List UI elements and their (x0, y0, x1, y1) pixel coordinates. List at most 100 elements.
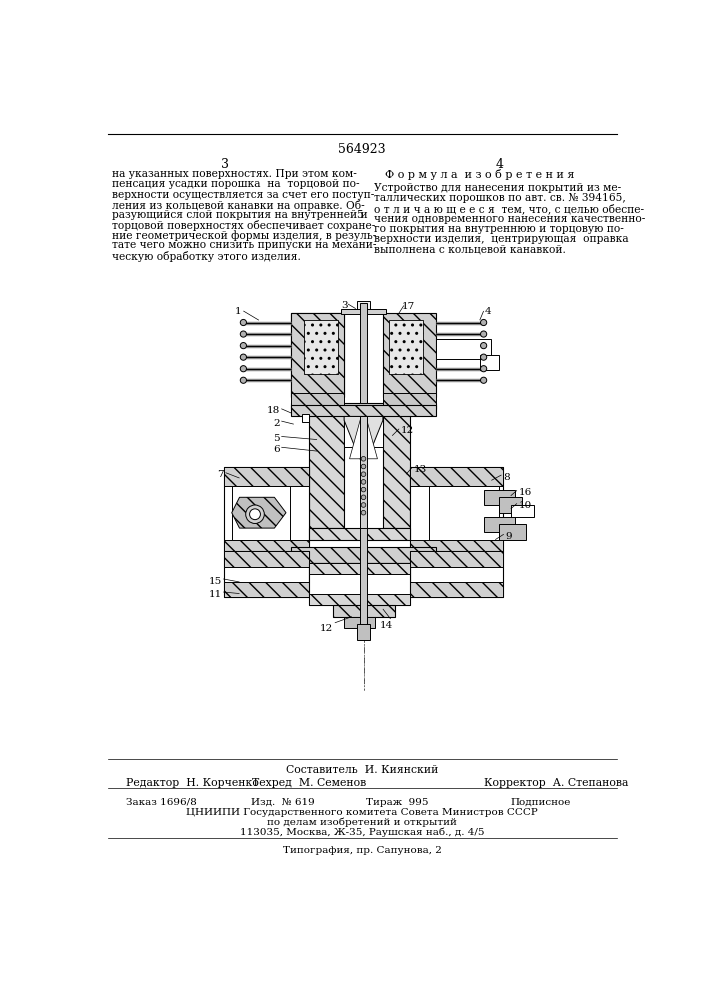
Text: 13: 13 (414, 465, 427, 474)
Text: Составитель  И. Киянский: Составитель И. Киянский (286, 765, 438, 775)
Text: ческую обработку этого изделия.: ческую обработку этого изделия. (112, 251, 300, 262)
Bar (360, 528, 368, 628)
Circle shape (361, 510, 366, 515)
Circle shape (246, 505, 264, 523)
Bar (357, 301, 370, 312)
Polygon shape (410, 551, 503, 597)
Text: 12: 12 (401, 426, 414, 435)
Text: 113035, Москва, Ж-35, Раушская наб., д. 4/5: 113035, Москва, Ж-35, Раушская наб., д. … (240, 828, 484, 837)
Circle shape (250, 509, 260, 520)
Polygon shape (383, 312, 436, 397)
Text: 17: 17 (402, 302, 416, 311)
Text: 5: 5 (273, 434, 280, 443)
Bar (361, 416, 367, 528)
Polygon shape (309, 409, 344, 528)
Polygon shape (510, 505, 534, 517)
Circle shape (481, 319, 486, 326)
Polygon shape (232, 497, 286, 528)
Circle shape (361, 503, 366, 507)
Polygon shape (344, 416, 383, 459)
Polygon shape (309, 594, 410, 605)
Bar (360, 303, 368, 403)
Circle shape (240, 377, 247, 383)
Polygon shape (480, 355, 499, 370)
Text: верхности изделия,  центрирующая  оправка: верхности изделия, центрирующая оправка (373, 234, 629, 244)
Text: ЦНИИПИ Государственного комитета Совета Министров СССР: ЦНИИПИ Государственного комитета Совета … (186, 808, 538, 817)
Polygon shape (499, 497, 522, 513)
Circle shape (481, 343, 486, 349)
Polygon shape (484, 490, 515, 505)
Text: 2: 2 (273, 419, 280, 428)
Circle shape (240, 331, 247, 337)
Polygon shape (291, 312, 344, 324)
Text: 4: 4 (495, 158, 503, 172)
Polygon shape (410, 466, 503, 486)
Polygon shape (309, 528, 410, 540)
Text: 564923: 564923 (338, 143, 386, 156)
Polygon shape (224, 466, 309, 486)
Polygon shape (332, 605, 395, 617)
Text: таллических порошков по авт. св. № 394165,: таллических порошков по авт. св. № 39416… (373, 193, 625, 203)
Bar (357, 624, 370, 640)
Polygon shape (291, 393, 344, 405)
Polygon shape (410, 540, 503, 551)
Polygon shape (224, 466, 309, 551)
Polygon shape (436, 339, 491, 359)
Text: 18: 18 (267, 406, 280, 415)
Text: верхности осуществляется за счет его поступ-: верхности осуществляется за счет его пос… (112, 190, 374, 200)
Circle shape (481, 354, 486, 360)
Circle shape (481, 331, 486, 337)
Polygon shape (383, 409, 410, 528)
Polygon shape (309, 563, 410, 605)
Polygon shape (304, 320, 338, 374)
Polygon shape (291, 312, 344, 397)
Text: 4: 4 (485, 307, 492, 316)
Text: Типография, пр. Сапунова, 2: Типография, пр. Сапунова, 2 (283, 846, 441, 855)
Text: 16: 16 (518, 488, 532, 497)
Text: выполнена с кольцевой канавкой.: выполнена с кольцевой канавкой. (373, 244, 566, 254)
Text: ления из кольцевой канавки на оправке. Об-: ления из кольцевой канавки на оправке. О… (112, 200, 364, 211)
Circle shape (240, 366, 247, 372)
Text: 1: 1 (235, 307, 241, 316)
Polygon shape (383, 393, 436, 405)
Text: го покрытия на внутреннюю и торцовую по-: го покрытия на внутреннюю и торцовую по- (373, 224, 624, 234)
Polygon shape (341, 309, 386, 314)
Polygon shape (344, 617, 375, 628)
Circle shape (361, 495, 366, 500)
Polygon shape (484, 517, 515, 532)
Circle shape (481, 366, 486, 372)
Text: торцовой поверхностях обеспечивает сохране-: торцовой поверхностях обеспечивает сохра… (112, 220, 375, 231)
Text: 7: 7 (217, 470, 224, 479)
Polygon shape (344, 416, 383, 447)
Circle shape (361, 480, 366, 484)
Text: 14: 14 (380, 620, 393, 630)
Text: о т л и ч а ю щ е е с я  тем, что, с целью обеспе-: о т л и ч а ю щ е е с я тем, что, с цель… (373, 203, 643, 214)
Circle shape (240, 343, 247, 349)
Polygon shape (410, 582, 503, 597)
Circle shape (240, 354, 247, 360)
Text: 11: 11 (209, 590, 222, 599)
Polygon shape (291, 312, 344, 397)
Polygon shape (291, 403, 436, 409)
Polygon shape (291, 547, 436, 563)
Polygon shape (410, 551, 503, 567)
Polygon shape (301, 414, 309, 422)
Text: 10: 10 (518, 501, 532, 510)
Circle shape (240, 319, 247, 326)
Text: 9: 9 (506, 532, 512, 541)
Text: 3: 3 (341, 301, 347, 310)
Polygon shape (224, 582, 309, 597)
Polygon shape (309, 563, 410, 574)
Text: тате чего можно снизить припуски на механи-: тате чего можно снизить припуски на меха… (112, 240, 376, 250)
Text: 5: 5 (356, 210, 363, 220)
Text: Устройство для нанесения покрытий из ме-: Устройство для нанесения покрытий из ме- (373, 183, 621, 193)
Text: чения одновременного нанесения качественно-: чения одновременного нанесения качествен… (373, 214, 645, 224)
Circle shape (481, 377, 486, 383)
Circle shape (361, 456, 366, 461)
Text: Заказ 1696/8: Заказ 1696/8 (126, 798, 197, 807)
Text: Корректор  А. Степанова: Корректор А. Степанова (484, 778, 628, 788)
Polygon shape (232, 486, 290, 540)
Circle shape (361, 472, 366, 477)
Text: 12: 12 (320, 624, 333, 633)
Text: 3: 3 (221, 158, 229, 172)
